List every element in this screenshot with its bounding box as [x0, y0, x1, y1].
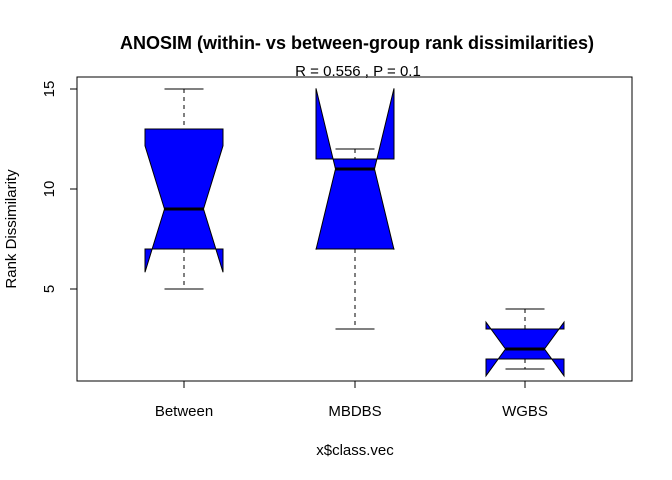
y-axis-label: Rank Dissimilarity	[3, 169, 20, 289]
y-tick-label: 10	[41, 181, 58, 198]
x-axis: Between MBDBS WGBS	[155, 380, 548, 420]
notched-box	[144, 128, 224, 273]
x-tick-label-mbdbs: MBDBS	[328, 403, 381, 420]
y-tick-label: 5	[41, 285, 58, 293]
chart-subtitle: R = 0.556 , P = 0.1	[295, 63, 421, 80]
y-axis: 5 10 15	[41, 81, 78, 293]
box-mbdbs	[315, 88, 395, 330]
box-wgbs	[485, 308, 565, 378]
x-tick-label-wgbs: WGBS	[502, 403, 548, 420]
x-axis-label: x$class.vec	[316, 442, 394, 459]
chart-title: ANOSIM (within- vs between-group rank di…	[120, 33, 594, 53]
x-tick-label-between: Between	[155, 403, 213, 420]
y-tick-label: 15	[41, 81, 58, 98]
box-between	[144, 88, 224, 290]
boxes-layer	[144, 88, 565, 378]
